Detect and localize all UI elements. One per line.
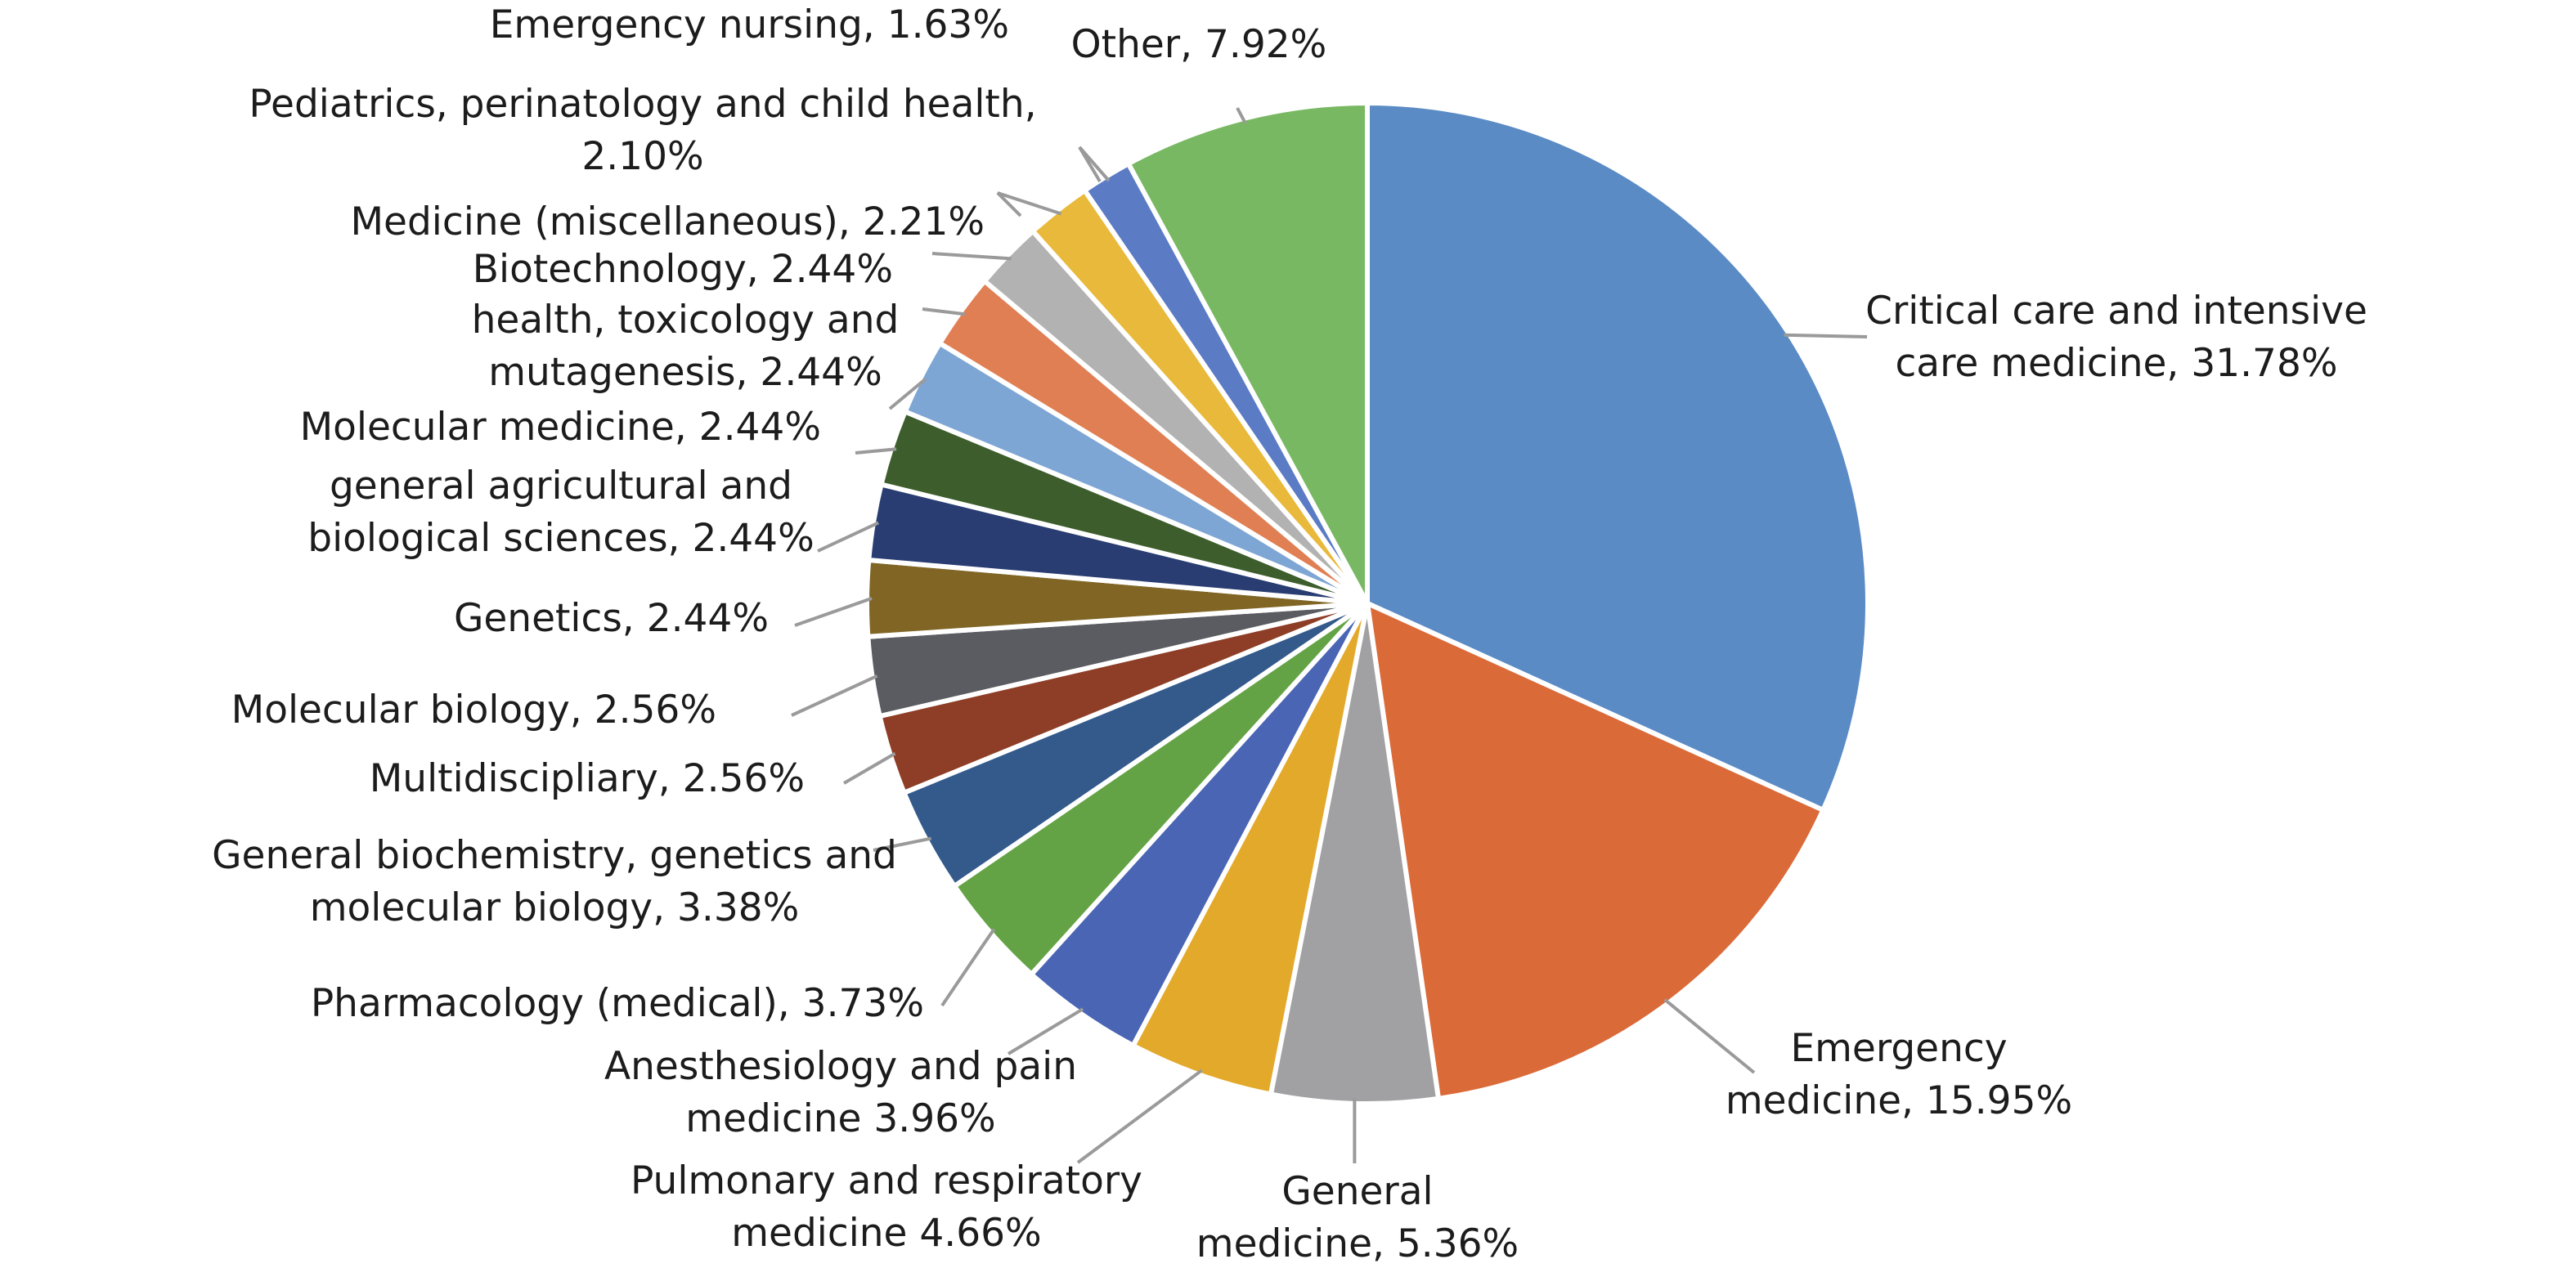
slice-label: general agricultural and biological scien… [307,464,815,561]
slice-labels: Critical care and intensive care medicine… [212,2,2367,1266]
leader-line [1663,998,1756,1074]
leader-line [842,751,896,785]
slice-label: Molecular biology, 2.56% [231,688,716,733]
slice-label: Multidiscipliary, 2.56% [370,756,805,801]
pie-slice [1365,101,1870,813]
leader-line [791,674,878,717]
leader-line [996,191,1062,217]
leader-line [940,928,996,1007]
pie-slices [864,101,1870,1106]
slice-label: Genetics, 2.44% [454,596,769,641]
slice-label: Molecular medicine, 2.44% [300,405,821,450]
slice-label: health, toxicology and mutagenesis, 2.44% [472,298,900,395]
slice-label-line: General [1281,1169,1433,1214]
slice-label-line: Emergency nursing, 1.63% [490,2,1009,47]
slice-label-line: health, toxicology and [472,298,900,343]
slice-label: Medicine (miscellaneous), 2.21% [351,199,985,244]
slice-label-line: Emergency [1790,1026,2007,1071]
leader-line [817,521,879,553]
slice-label-line: medicine, 5.36% [1196,1221,1519,1266]
slice-label: Biotechnology, 2.44% [473,247,893,292]
slice-label-line: medicine 4.66% [731,1211,1041,1256]
slice-label-line: 2.10% [581,134,703,179]
slice-label: General medicine, 5.36% [1196,1169,1519,1266]
slice-label-line: Pharmacology (medical), 3.73% [311,981,924,1026]
slice-label: General biochemistry, genetics and molecu… [212,833,897,930]
slice-label-line: Other, 7.92% [1071,22,1327,67]
pie-slice [1130,601,1370,1097]
slice-label: Pulmonary and respiratory medicine 4.66% [631,1158,1142,1256]
slice-label-line: Biotechnology, 2.44% [473,247,893,292]
slice-label: Emergency nursing, 1.63% [490,2,1009,47]
slice-label-line: Genetics, 2.44% [454,596,769,641]
leader-line [931,252,1012,261]
leader-line [1007,1007,1084,1055]
slice-label-line: Pulmonary and respiratory [631,1158,1142,1203]
slice-label: Pediatrics, perinatology and child healt… [249,82,1036,179]
leader-lines [791,107,1868,1164]
leader-line [1784,333,1868,338]
leader-line [873,836,931,852]
slice-label-line: Molecular medicine, 2.44% [300,405,821,450]
leader-line [794,597,873,627]
slice-label: Anesthesiology and pain medicine 3.96% [604,1044,1077,1141]
slice-label-line: medicine, 15.95% [1726,1078,2072,1123]
slice-label-line: Multidiscipliary, 2.56% [370,756,805,801]
slice-label-line: molecular biology, 3.38% [310,885,800,930]
slice-label: Emergency medicine, 15.95% [1726,1026,2072,1123]
slice-label-line: Anesthesiology and pain [604,1044,1077,1089]
leader-line [855,447,897,455]
leader-line [1078,146,1111,183]
slice-label-line: care medicine, 31.78% [1895,341,2337,386]
slice-label-line: Critical care and intensive [1865,289,2367,334]
slice-label-line: general agricultural and [330,464,792,509]
slice-label-line: biological sciences, 2.44% [307,516,815,561]
leader-line [1076,1069,1203,1164]
slice-label-line: medicine 3.96% [685,1096,995,1141]
slice-label-line: Molecular biology, 2.56% [231,688,716,733]
slice-label-line: Medicine (miscellaneous), 2.21% [351,199,985,244]
leader-line [922,307,966,316]
slice-label: Pharmacology (medical), 3.73% [311,981,924,1026]
leader-line [1236,107,1247,124]
slice-label: Critical care and intensive care medicine… [1865,289,2367,386]
slice-label-line: General biochemistry, genetics and [212,833,897,878]
slice-label-line: mutagenesis, 2.44% [488,350,882,395]
slice-label-line: Pediatrics, perinatology and child healt… [249,82,1036,127]
leader-line [888,378,927,410]
slice-label: Other, 7.92% [1071,22,1327,67]
